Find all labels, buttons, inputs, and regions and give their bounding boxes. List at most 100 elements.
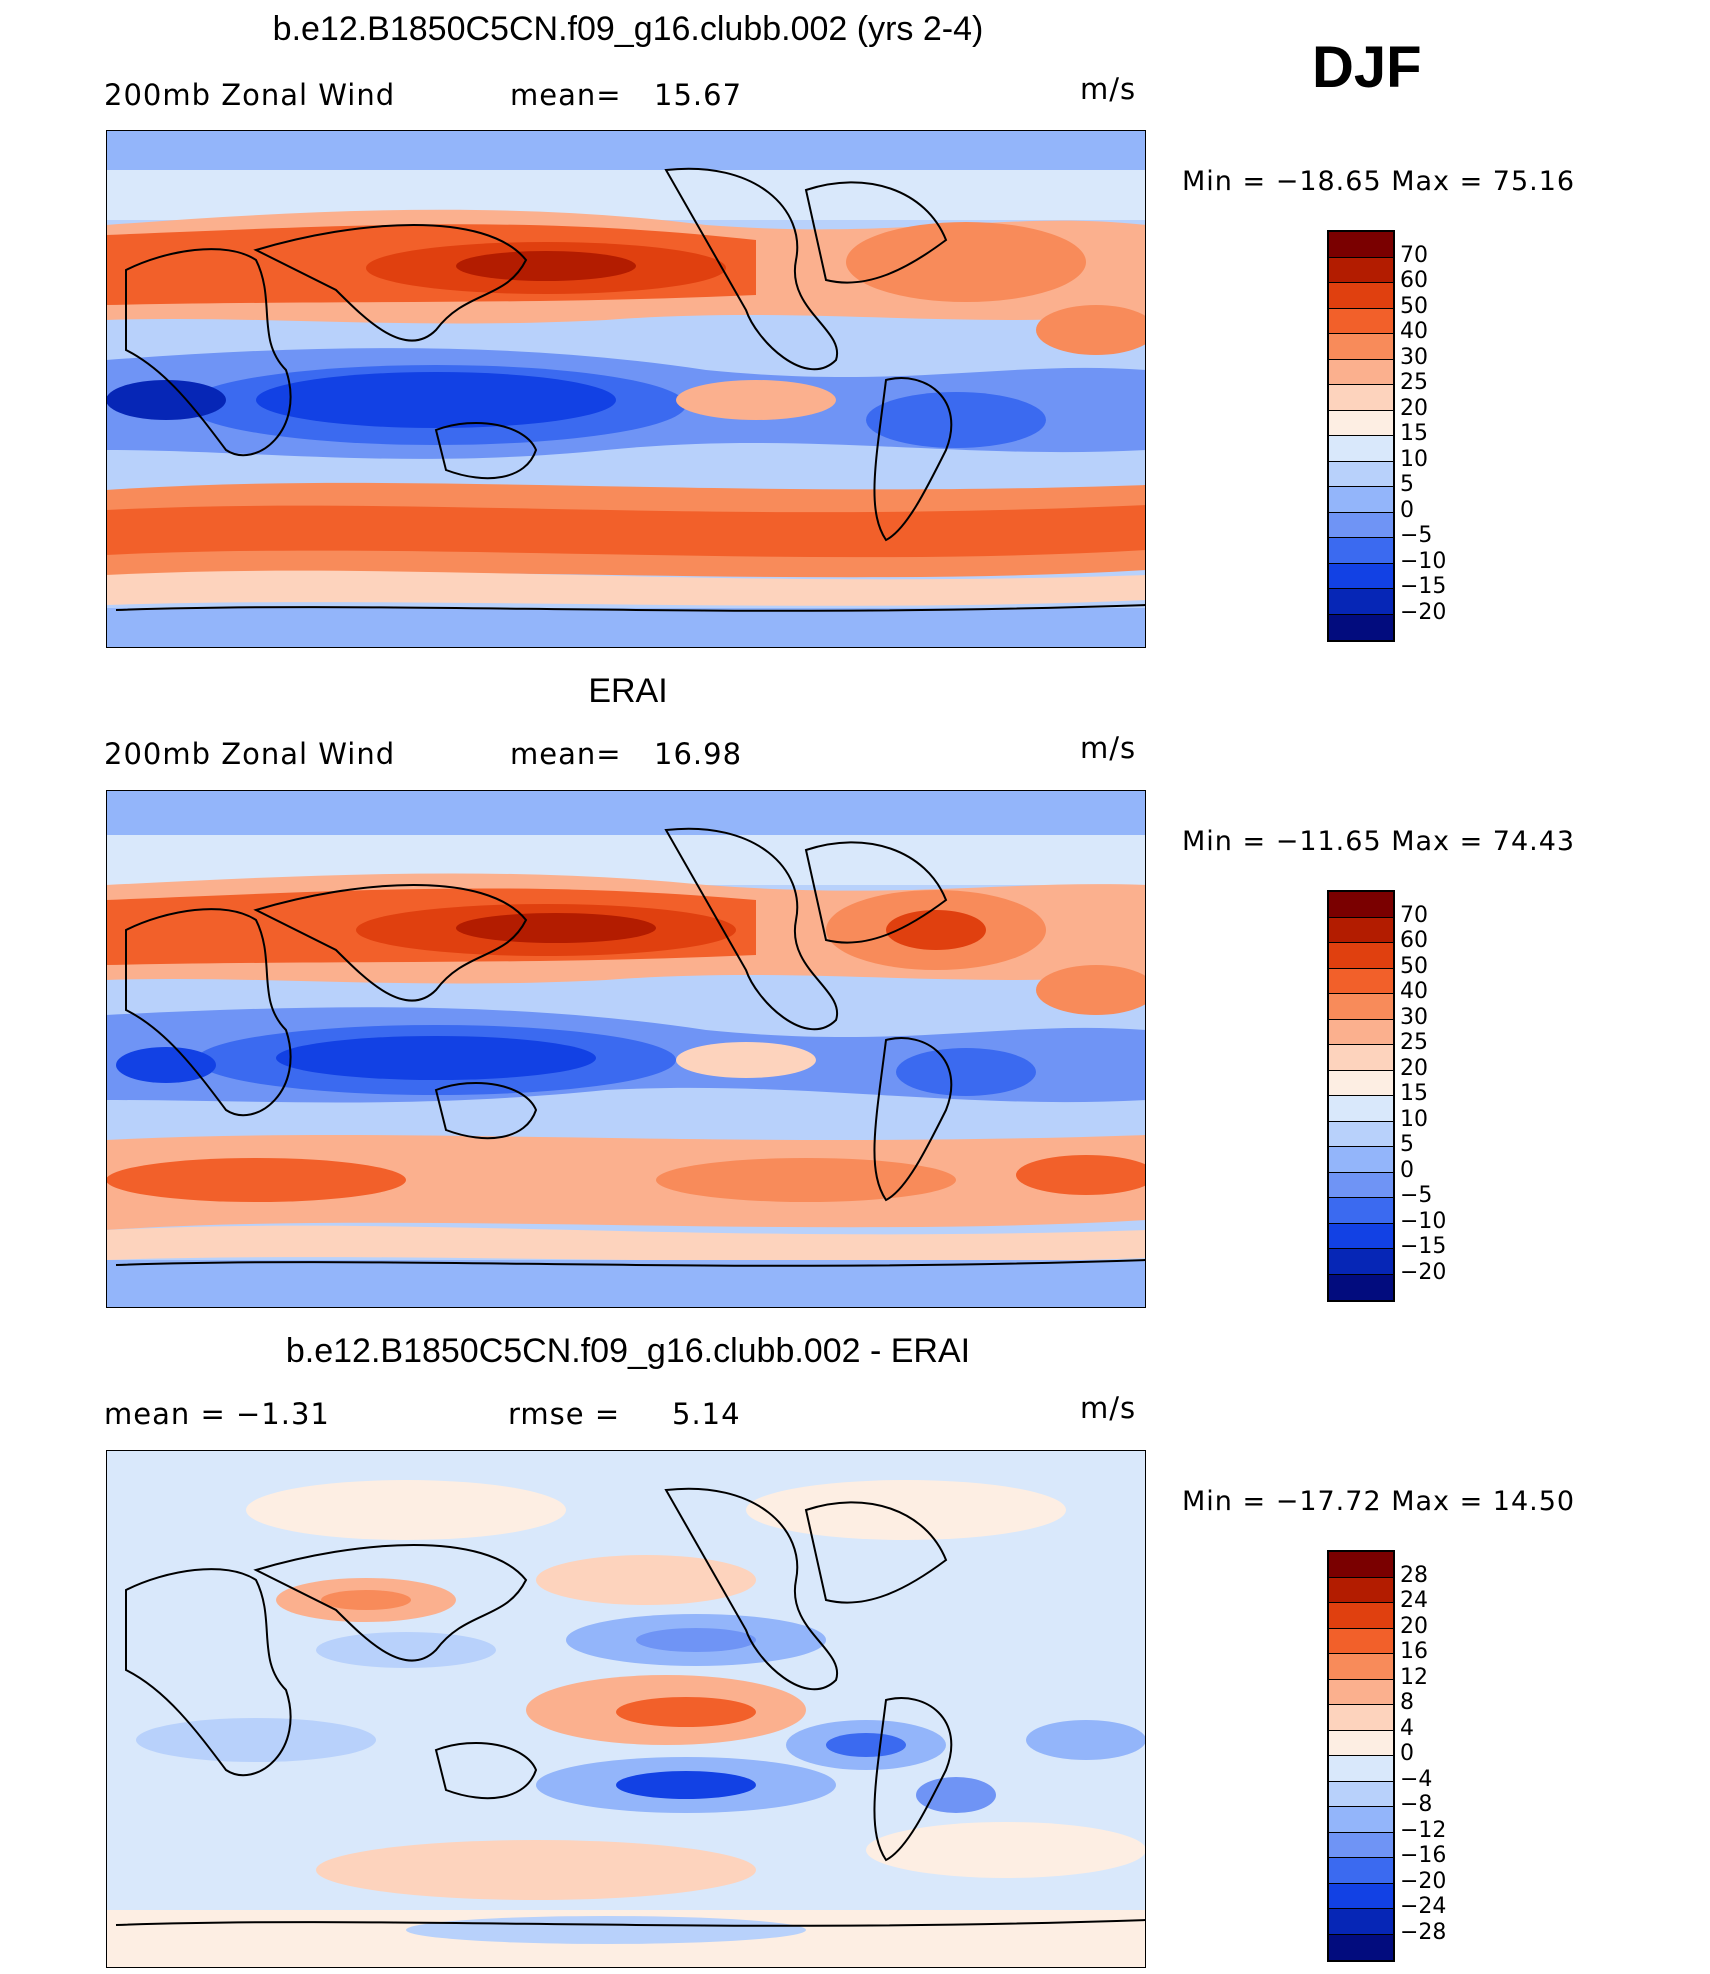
panel-2-mean-value: 16.98 [654, 737, 743, 771]
colorbar-label: −5 [1400, 523, 1433, 548]
colorbar-label: 10 [1400, 1106, 1428, 1132]
colorbar-swatch [1329, 283, 1393, 309]
colorbar-swatch [1329, 1679, 1393, 1705]
season-label: DJF [1312, 35, 1422, 100]
colorbar-label: 20 [1400, 1613, 1428, 1639]
panel-1-min-max: Min = −18.65 Max = 75.16 [1182, 166, 1576, 197]
colorbar-label: 16 [1400, 1639, 1428, 1664]
colorbar-label: 15 [1400, 421, 1428, 446]
panel-3-map [106, 1450, 1146, 1968]
panel-1-mean-value: 15.67 [654, 78, 743, 112]
panel-2-left-label: 200mb Zonal Wind [104, 737, 396, 771]
colorbar-label: 24 [1400, 1588, 1428, 1613]
panel-2-min-max: Min = −11.65 Max = 74.43 [1182, 826, 1576, 857]
colorbar-label: −24 [1400, 1894, 1447, 1919]
colorbar-swatch [1329, 538, 1393, 564]
colorbar-swatch [1329, 1096, 1393, 1122]
colorbar-swatch [1329, 436, 1393, 462]
colorbar-label: 5 [1400, 472, 1414, 497]
colorbar-swatch [1329, 410, 1393, 436]
colorbar-swatch [1329, 892, 1393, 918]
panel-1-mean-label: mean= [510, 78, 622, 112]
colorbar-label: −15 [1400, 1234, 1447, 1259]
colorbar-swatch [1329, 1756, 1393, 1782]
panel-2-units: m/s [1080, 731, 1137, 765]
colorbar-label: 40 [1400, 979, 1428, 1004]
panel-1-left-label: 200mb Zonal Wind [104, 78, 396, 112]
colorbar-label: −12 [1400, 1817, 1447, 1843]
colorbar-label: 5 [1400, 1132, 1414, 1157]
colorbar-label: 50 [1400, 293, 1428, 319]
colorbar-label: 25 [1400, 1030, 1428, 1055]
colorbar-swatch [1329, 1603, 1393, 1629]
colorbar-label: −15 [1400, 574, 1447, 599]
panel-3-min-max: Min = −17.72 Max = 14.50 [1182, 1486, 1576, 1517]
panel-2-mean-label: mean= [510, 737, 622, 771]
panel-3-rmse-label: rmse = [508, 1397, 621, 1431]
colorbar-label: 50 [1400, 953, 1428, 979]
colorbar-swatch [1329, 1045, 1393, 1071]
panel-3-rmse-value: 5.14 [672, 1397, 741, 1431]
colorbar-label: 28 [1400, 1562, 1428, 1588]
colorbar-swatch [1329, 308, 1393, 334]
colorbar-label: −8 [1400, 1792, 1433, 1817]
colorbar-swatch [1329, 1909, 1393, 1935]
colorbar-swatch [1329, 1858, 1393, 1884]
colorbar-label: −5 [1400, 1183, 1433, 1208]
colorbar-swatch [1329, 487, 1393, 513]
colorbar-label: 0 [1400, 497, 1414, 523]
panel-1-colorbar [1327, 230, 1395, 642]
colorbar-swatch [1329, 257, 1393, 283]
colorbar-label: 10 [1400, 446, 1428, 472]
colorbar-label: −28 [1400, 1919, 1447, 1945]
colorbar-swatch [1329, 385, 1393, 411]
colorbar-swatch [1329, 943, 1393, 969]
colorbar-label: 25 [1400, 370, 1428, 395]
colorbar-swatch [1329, 1019, 1393, 1045]
colorbar-swatch [1329, 1198, 1393, 1224]
colorbar-swatch [1329, 1705, 1393, 1731]
panel-3-units: m/s [1080, 1391, 1137, 1425]
panel-1-title: b.e12.B1850C5CN.f09_g16.clubb.002 (yrs 2… [272, 10, 984, 48]
panel-1-map [106, 130, 1146, 648]
colorbar-label: −16 [1400, 1843, 1447, 1868]
colorbar-swatch [1329, 461, 1393, 487]
panel-3-mean: mean = −1.31 [104, 1397, 330, 1431]
panel-3-title: b.e12.B1850C5CN.f09_g16.clubb.002 - ERAI [285, 1332, 971, 1370]
colorbar-label: 4 [1400, 1715, 1414, 1741]
colorbar-swatch [1329, 1274, 1393, 1300]
colorbar-label: 70 [1400, 902, 1428, 928]
colorbar-label: 70 [1400, 242, 1428, 268]
colorbar-swatch [1329, 994, 1393, 1020]
colorbar-label: 30 [1400, 1004, 1428, 1030]
panel-1-units: m/s [1080, 72, 1137, 106]
colorbar-swatch [1329, 512, 1393, 538]
colorbar-label: −10 [1400, 1208, 1447, 1234]
colorbar-label: 15 [1400, 1081, 1428, 1106]
colorbar-label: 60 [1400, 268, 1428, 293]
colorbar-swatch [1329, 1121, 1393, 1147]
colorbar-swatch [1329, 1223, 1393, 1249]
colorbar-swatch [1329, 1249, 1393, 1275]
panel-2-map [106, 790, 1146, 1308]
colorbar-label: 12 [1400, 1664, 1428, 1690]
colorbar-swatch [1329, 232, 1393, 258]
colorbar-swatch [1329, 359, 1393, 385]
panel-2-colorbar [1327, 890, 1395, 1302]
colorbar-label: 20 [1400, 395, 1428, 421]
colorbar-swatch [1329, 589, 1393, 615]
colorbar-label: −20 [1400, 599, 1447, 625]
colorbar-swatch [1329, 1654, 1393, 1680]
colorbar-label: −10 [1400, 548, 1447, 574]
colorbar-swatch [1329, 1147, 1393, 1173]
colorbar-swatch [1329, 1781, 1393, 1807]
panel-2-title: ERAI [588, 672, 668, 710]
colorbar-swatch [1329, 334, 1393, 360]
colorbar-label: 20 [1400, 1055, 1428, 1081]
colorbar-label: 0 [1400, 1157, 1414, 1183]
colorbar-swatch [1329, 917, 1393, 943]
colorbar-swatch [1329, 1807, 1393, 1833]
colorbar-swatch [1329, 1172, 1393, 1198]
colorbar-label: 8 [1400, 1690, 1414, 1715]
colorbar-swatch [1329, 1070, 1393, 1096]
